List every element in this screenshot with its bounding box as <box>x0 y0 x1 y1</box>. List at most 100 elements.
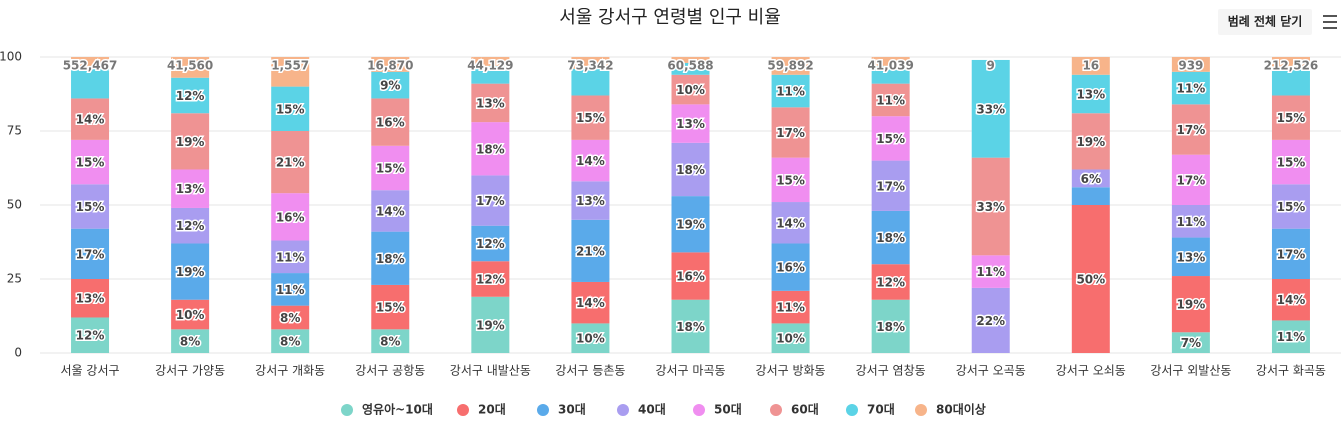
segment-label: 11% <box>976 265 1005 279</box>
total-label: 41,039 <box>867 59 913 73</box>
y-tick-label: 75 <box>7 124 22 138</box>
bar-segment <box>571 68 610 96</box>
bar-segment <box>1071 205 1110 353</box>
legend-marker <box>617 404 629 416</box>
bar-segment <box>1271 279 1310 321</box>
total-label: 939 <box>1178 59 1203 73</box>
total-label: 16 <box>1082 59 1099 73</box>
bar-segment <box>171 329 210 353</box>
segment-label: 12% <box>476 237 505 251</box>
segment-label: 19% <box>1177 298 1206 312</box>
segment-label: 13% <box>1076 88 1105 102</box>
segment-label: 12% <box>476 273 505 287</box>
bar-segment <box>671 142 710 197</box>
x-tick-label: 강서구 개화동 <box>255 364 325 378</box>
bar-segment <box>771 290 810 324</box>
bar-segment <box>271 305 310 330</box>
bar-segment <box>871 57 910 66</box>
segment-label: 18% <box>676 163 705 177</box>
bar-segment <box>771 323 810 353</box>
segment-label: 8% <box>280 335 300 349</box>
bar-segment <box>871 65 910 84</box>
chart-title: 서울 강서구 연령별 인구 비율 <box>559 7 781 28</box>
y-tick-label: 0 <box>14 346 22 360</box>
segment-label: 15% <box>276 102 305 116</box>
segment-label: 14% <box>376 204 405 218</box>
bar-segment <box>271 240 310 274</box>
bar-segment <box>971 157 1010 256</box>
bar-segment <box>71 184 110 229</box>
segment-label: 18% <box>476 142 505 156</box>
menu-icon[interactable] <box>1323 15 1337 29</box>
segment-label: 13% <box>1177 250 1206 264</box>
segment-label: 14% <box>576 296 605 310</box>
bar-segment <box>571 57 610 69</box>
segment-label: 19% <box>476 318 505 332</box>
total-label: 552,467 <box>63 59 118 73</box>
bar-segment <box>271 273 310 306</box>
legend-marker <box>693 404 705 416</box>
bar-segment <box>971 59 1010 158</box>
segment-label: 10% <box>576 332 605 346</box>
bar-segment <box>1271 57 1310 69</box>
segment-label: 17% <box>776 126 805 140</box>
segment-label: 18% <box>876 320 905 334</box>
segment-label: 18% <box>876 231 905 245</box>
bar-segment <box>1171 71 1210 105</box>
legend-label: 80대이상 <box>936 402 986 417</box>
bar-segment <box>371 71 410 99</box>
segment-label: 8% <box>380 335 400 349</box>
total-label: 1,557 <box>271 59 309 73</box>
segment-label: 14% <box>576 154 605 168</box>
y-tick-label: 100 <box>0 50 22 64</box>
bar-segment <box>371 231 410 285</box>
segment-label: 14% <box>1277 293 1306 307</box>
bar-segment <box>1271 184 1310 229</box>
x-tick-label: 강서구 방화동 <box>756 364 826 378</box>
legend-label: 60대 <box>791 403 819 417</box>
bar-segment <box>1071 74 1110 114</box>
bar-segment <box>871 264 910 300</box>
segment-label: 13% <box>176 182 205 196</box>
segment-label: 16% <box>376 116 405 130</box>
segment-label: 13% <box>576 194 605 208</box>
bar-segment <box>1171 332 1210 353</box>
x-tick-label: 강서구 오곡동 <box>956 364 1026 378</box>
bar-segment <box>571 139 610 182</box>
bar-segment <box>171 57 210 78</box>
bar-segment <box>771 107 810 158</box>
legend-label: 50대 <box>714 403 742 417</box>
bar-segment <box>371 98 410 146</box>
bar-segment <box>771 74 810 108</box>
bar-segment <box>571 219 610 282</box>
legend-marker <box>915 404 927 416</box>
bar-segment <box>471 57 510 66</box>
legend-toggle-button[interactable] <box>1218 9 1312 35</box>
bar-segment <box>71 68 110 99</box>
bar-segment <box>371 190 410 232</box>
bar-segment <box>171 299 210 330</box>
bar-segment <box>71 317 110 353</box>
bar-segment <box>771 243 810 291</box>
bar-segment <box>571 181 610 220</box>
segment-label: 15% <box>376 301 405 315</box>
bar-segment <box>671 104 710 143</box>
segment-label: 17% <box>1177 123 1206 137</box>
bar-segment <box>1071 57 1110 75</box>
segment-label: 10% <box>776 332 805 346</box>
legend-toggle-text[interactable]: 범례 전체 닫기 <box>1228 14 1303 29</box>
x-tick-label: 강서구 외발산동 <box>1150 364 1231 378</box>
x-tick-label: 서울 강서구 <box>61 364 120 378</box>
bar-segment <box>1071 113 1110 170</box>
total-label: 9 <box>987 59 995 73</box>
segment-label: 18% <box>376 252 405 266</box>
legend-label: 30대 <box>558 403 586 417</box>
bar-segment <box>971 255 1010 288</box>
bar-segment <box>1171 205 1210 238</box>
segment-label: 50% <box>1076 273 1105 287</box>
segment-label: 11% <box>276 250 305 264</box>
x-tick-label: 강서구 공항동 <box>355 364 425 378</box>
segment-label: 21% <box>276 156 305 170</box>
bar-segment <box>671 74 710 105</box>
